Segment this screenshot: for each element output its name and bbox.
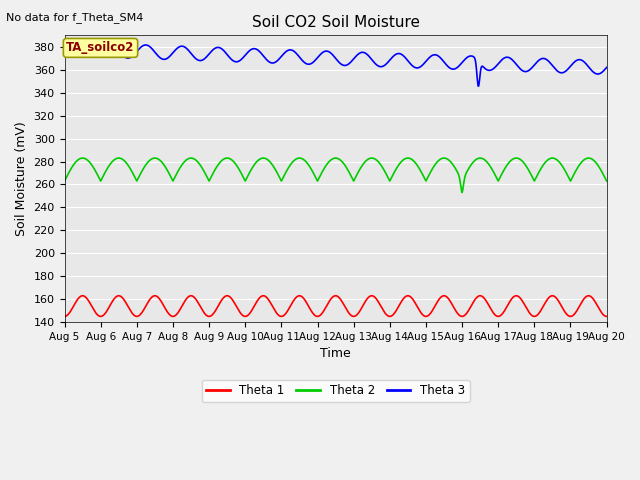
Text: No data for f_Theta_SM4: No data for f_Theta_SM4	[6, 12, 144, 23]
Legend: Theta 1, Theta 2, Theta 3: Theta 1, Theta 2, Theta 3	[202, 380, 470, 402]
Y-axis label: Soil Moisture (mV): Soil Moisture (mV)	[15, 121, 28, 236]
Title: Soil CO2 Soil Moisture: Soil CO2 Soil Moisture	[252, 15, 420, 30]
X-axis label: Time: Time	[320, 348, 351, 360]
Text: TA_soilco2: TA_soilco2	[67, 41, 134, 54]
